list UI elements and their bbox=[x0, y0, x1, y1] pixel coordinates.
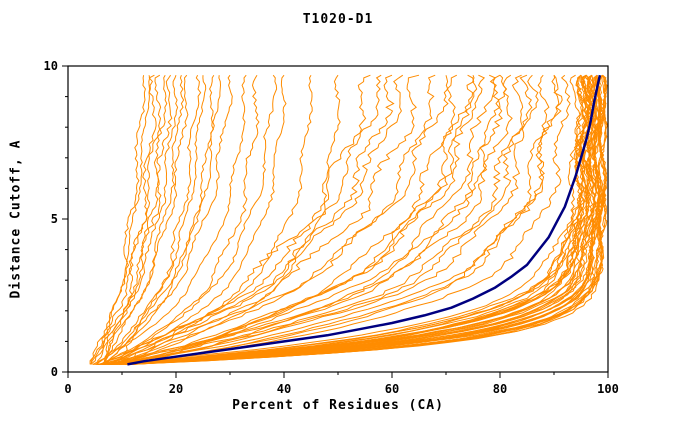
tick-label: 100 bbox=[597, 382, 619, 396]
tick-label: 5 bbox=[51, 212, 58, 226]
tick-label: 10 bbox=[44, 59, 58, 73]
model-curve bbox=[103, 75, 146, 365]
model-curve bbox=[101, 74, 313, 365]
model-curve bbox=[113, 74, 436, 365]
highlight-curve bbox=[127, 74, 602, 366]
model-curve bbox=[116, 74, 533, 365]
model-curve bbox=[114, 74, 202, 365]
tick-label: 60 bbox=[385, 382, 399, 396]
model-curve bbox=[90, 75, 179, 365]
model-curve bbox=[122, 74, 608, 365]
model-curve bbox=[89, 74, 162, 365]
model-curve bbox=[107, 74, 539, 365]
y-axis-label: Distance Cutoff, A bbox=[8, 139, 24, 299]
model-curve bbox=[97, 75, 151, 365]
model-curve bbox=[97, 74, 513, 365]
model-curve bbox=[124, 74, 607, 365]
model-curve bbox=[92, 74, 247, 365]
model-curve bbox=[105, 74, 215, 365]
model-curve bbox=[99, 74, 278, 365]
model-curve bbox=[101, 75, 185, 365]
model-curve bbox=[127, 74, 587, 365]
model-curve bbox=[102, 74, 233, 365]
model-curve bbox=[96, 74, 587, 365]
model-curve bbox=[132, 74, 458, 365]
model-curve bbox=[90, 74, 189, 365]
model-curve bbox=[108, 74, 571, 365]
model-curve bbox=[119, 74, 591, 365]
tick-label: 40 bbox=[277, 382, 291, 396]
model-curve bbox=[105, 74, 503, 365]
model-curve bbox=[109, 74, 603, 365]
model-curve bbox=[125, 74, 550, 365]
model-curve bbox=[115, 74, 496, 365]
model-curve bbox=[107, 74, 287, 365]
model-curve bbox=[103, 74, 420, 365]
model-curve bbox=[109, 74, 524, 365]
x-axis-label: Percent of Residues (CA) bbox=[232, 398, 444, 413]
tick-label: 20 bbox=[169, 382, 183, 396]
model-curve bbox=[95, 75, 222, 365]
chart-title: T1020-D1 bbox=[302, 12, 374, 27]
model-curve bbox=[90, 74, 173, 365]
tick-label: 0 bbox=[64, 382, 71, 396]
model-curve bbox=[95, 75, 207, 365]
model-curve bbox=[124, 74, 563, 365]
model-curve bbox=[107, 74, 597, 365]
tick-label: 0 bbox=[51, 365, 58, 379]
model-curve bbox=[110, 74, 260, 365]
model-curve bbox=[99, 74, 597, 365]
model-curve bbox=[119, 74, 395, 365]
tick-label: 80 bbox=[493, 382, 507, 396]
model-curve bbox=[125, 74, 508, 365]
model-curve bbox=[119, 74, 341, 365]
model-curve bbox=[102, 74, 486, 365]
model-curve bbox=[107, 75, 594, 365]
